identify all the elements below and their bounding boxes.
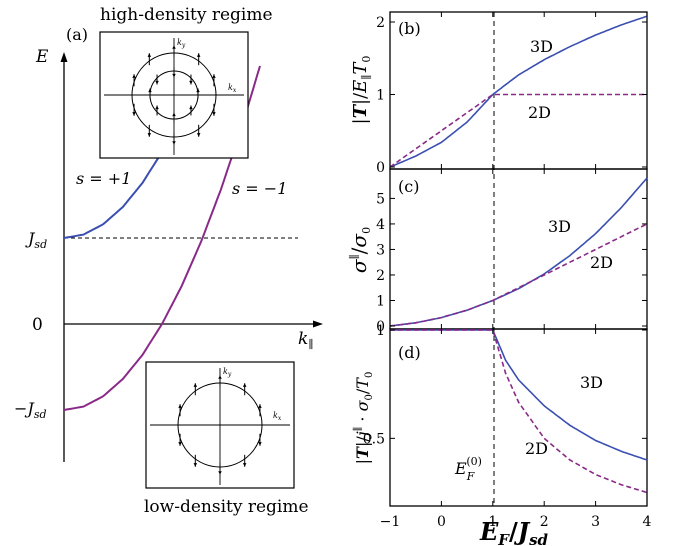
hd-outer-arrow-6-head [147,133,152,137]
panel-a-y-axis-arrow [60,52,68,62]
ld-arrow-7-head [178,442,182,446]
panel-a-y-axis-label: E [35,47,49,67]
panel-b-series-3d [389,15,648,168]
panel-d-frame [389,328,648,507]
panel-b-frame [389,11,648,170]
inset-low-density-title: low-density regime [144,497,309,517]
panel-b-ytick-label: 0 [376,160,385,176]
hd-outer-arrow-9-head [147,53,152,57]
panel-b-y-axis-title: |T|/E∥T0 [350,56,373,125]
panel-a-label: (a) [66,25,88,44]
panel-c-ytick-label: 1 [376,293,385,309]
panel-d-x-axis-title: EF/Jsd [479,517,549,546]
inset-low-density-kx-label: kx [273,411,282,422]
ld-arrow-6-head [193,463,198,467]
panel-a-band-label-plus: s = +1 [76,169,131,188]
panel-a: (a) E k∥ Jsd 0 −Jsd s = +1 s = −1 ky kx … [14,5,323,517]
panel-d-series-3d [390,329,648,461]
panel-d-xtick-label: 4 [643,514,652,530]
ld-arrow-0-head [218,375,222,379]
panel-d-xtick-label: 3 [591,514,600,530]
inset-low-density-ky-label: ky [223,367,232,378]
panel-c-frame [389,168,648,330]
hd-inner-arrow-7-head [155,80,159,85]
hd-outer-arrow-4-head [196,133,201,137]
panel-d-xtick-label: 1 [488,514,497,530]
inset-high-density-spin-arrows [132,45,216,145]
ld-arrow-3-head [258,442,262,446]
inset-high-density-title: high-density regime [100,5,273,25]
inset-low-density-spin-arrows [178,375,262,475]
hd-outer-arrow-2-head [212,74,216,78]
panel-d-xtick-label: 2 [540,514,549,530]
panel-a-ytick-minus-jsd: −Jsd [14,399,47,421]
ld-arrow-9-head [193,383,198,387]
inset-low-density: ky kx [145,361,295,489]
hd-inner-arrow-0-head [172,73,176,78]
panel-a-band-s-minus-1 [63,65,261,411]
hd-inner-arrow-3-head [189,105,193,110]
panel-c-series-3d [389,177,648,327]
panel-c-ytick-label: 0 [376,319,385,335]
panel-c-series-label-2d: 2D [590,253,613,272]
panel-a-band-label-minus: s = −1 [232,179,287,198]
ld-arrow-5-head [218,471,222,475]
ld-arrow-8-head [178,404,182,408]
hd-outer-arrow-5-head [172,141,176,145]
panel-c-series-label-3d: 3D [548,217,571,236]
hd-outer-arrow-1-head [196,53,201,57]
panel-d-series-label-2d: 2D [525,439,548,458]
hd-outer-arrow-7-head [132,112,136,116]
panel-d-annotation-ef0: EF(0) [454,455,482,483]
hd-inner-arrow-4-head [172,112,176,117]
hd-outer-arrow-3-head [212,112,216,116]
panel-b-series-label-2d: 2D [528,103,551,122]
panel-b-label: (b) [398,19,421,38]
ld-arrow-4-head [242,463,247,467]
inset-high-density-kx-label: kx [228,83,237,94]
ld-arrow-1-head [242,383,247,387]
panel-b-ytick-label: 2 [376,15,385,31]
inset-high-density-ky-label: ky [177,38,186,49]
ld-arrow-2-head [258,404,262,408]
panel-c-ytick-label: 4 [376,217,385,233]
panel-b-ytick-label: 1 [376,88,385,104]
panel-d-series-label-3d: 3D [580,373,603,392]
panel-b-series-2d [389,93,647,168]
panel-d-series-2d [390,329,648,494]
hd-inner-arrow-2-head [196,88,200,93]
hd-inner-arrow-6-head [148,88,152,93]
hd-inner-arrow-1-head [189,80,193,85]
hd-outer-arrow-0-head [172,45,176,49]
panel-c-ytick-label: 3 [376,242,385,258]
panel-b-series-label-3d: 3D [530,37,553,56]
panel-a-x-axis-label: k∥ [298,329,313,351]
panel-c-label: (c) [398,177,419,196]
hd-inner-arrow-5-head [155,105,159,110]
panel-c-y-axis-title: σ∥/σ0 [347,227,373,273]
panel-d-xtick-label: 0 [437,514,446,530]
panel-d-ytick-label: 1 [376,323,385,339]
panel-d-label: (d) [398,343,421,362]
panel-d-ytick-label: 0.5 [363,431,385,447]
panel-a-ytick-zero: 0 [32,315,43,335]
panel-c-ytick-label: 5 [376,191,385,207]
panel-d-xtick-label: −1 [380,514,401,530]
panel-c-ytick-label: 2 [376,268,385,284]
panel-a-x-axis-arrow [313,320,323,328]
panel-a-ytick-jsd: Jsd [25,229,47,251]
panel-c-series-2d [389,223,648,327]
hd-outer-arrow-8-head [132,74,136,78]
panel-d-y-axis-title: |T|/j∥ · σ0/T0 [352,372,375,465]
inset-high-density: ky kx [99,31,249,159]
